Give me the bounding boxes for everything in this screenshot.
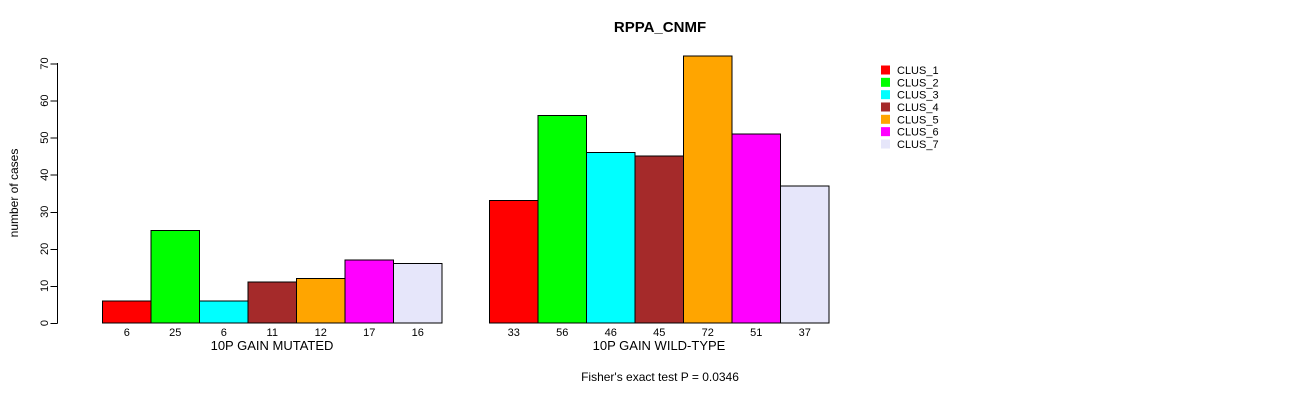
y-axis-tick-label: 50: [39, 132, 51, 144]
legend-swatch-clus_1: [881, 65, 890, 75]
legend-label-clus_1: CLUS_1: [897, 65, 939, 77]
y-axis-tick-label: 0: [39, 320, 51, 326]
group2-axis-label: 10P GAIN WILD-TYPE: [593, 338, 726, 353]
bar-clus_1-group1: [102, 300, 152, 324]
bar-value-label: 25: [169, 327, 181, 339]
y-axis-tick-label: 70: [39, 57, 51, 69]
plot-area-bars: [102, 55, 830, 324]
legend-swatch-clus_4: [881, 102, 890, 112]
bar-value-labels: 6 25 6 11 12 17 16 33 56 46 45 72 51 37: [124, 327, 811, 339]
bar-clus_3-group1: [199, 300, 249, 324]
bar-value-label: 12: [315, 327, 327, 339]
legend: CLUS_1CLUS_2CLUS_3CLUS_4CLUS_5CLUS_6CLUS…: [881, 65, 939, 151]
bar-value-label: 33: [508, 327, 520, 339]
bar-value-label: 6: [221, 327, 227, 339]
y-axis-tick-label: 20: [39, 243, 51, 255]
legend-label-clus_6: CLUS_6: [897, 127, 939, 139]
y-axis-tick-label: 30: [39, 206, 51, 218]
bar-clus_6-group2: [731, 133, 781, 324]
legend-label-clus_3: CLUS_3: [897, 90, 939, 102]
bar-clus_4-group1: [247, 281, 297, 324]
bar-clus_4-group2: [634, 155, 684, 324]
legend-swatch-clus_3: [881, 90, 890, 100]
group1-axis-label: 10P GAIN MUTATED: [211, 338, 334, 353]
legend-swatch-clus_7: [881, 139, 890, 149]
legend-swatch-clus_5: [881, 114, 890, 124]
bar-clus_2-group2: [537, 114, 587, 324]
bar-value-label: 46: [605, 327, 617, 339]
legend-label-clus_7: CLUS_7: [897, 139, 939, 151]
bar-value-label: 37: [799, 327, 811, 339]
bar-value-label: 72: [702, 327, 714, 339]
bar-clus_6-group1: [344, 259, 394, 324]
bar-value-label: 51: [750, 327, 762, 339]
bar-value-label: 17: [363, 327, 375, 339]
chart-title: RPPA_CNMF: [614, 19, 706, 36]
bar-value-label: 11: [267, 327, 278, 339]
y-axis-tick-label: 60: [39, 94, 51, 106]
fisher-test-annotation: Fisher's exact test P = 0.0346: [581, 370, 739, 384]
y-axis-tick-label: 40: [39, 169, 51, 181]
bar-clus_7-group2: [780, 185, 830, 324]
bar-value-label: 16: [412, 327, 424, 339]
bar-clus_1-group2: [489, 200, 539, 324]
bar-clus_3-group2: [586, 151, 636, 324]
legend-label-clus_2: CLUS_2: [897, 77, 939, 89]
bar-value-label: 56: [556, 327, 568, 339]
legend-label-clus_4: CLUS_4: [897, 102, 939, 114]
bar-clus_5-group1: [296, 278, 346, 324]
y-axis-tick-label: 10: [39, 280, 51, 292]
bar-clus_7-group1: [393, 263, 443, 324]
bar-clus_2-group1: [150, 229, 200, 324]
legend-label-clus_5: CLUS_5: [897, 114, 939, 126]
bar-clus_5-group2: [683, 55, 733, 324]
legend-swatch-clus_6: [881, 127, 890, 137]
legend-swatch-clus_2: [881, 77, 890, 87]
y-axis-label: number of cases: [7, 149, 21, 238]
y-axis-ticks: 0 10 20 30 40 50 60 70: [39, 57, 58, 326]
bar-value-label: 6: [124, 327, 130, 339]
bar-value-label: 45: [653, 327, 665, 339]
